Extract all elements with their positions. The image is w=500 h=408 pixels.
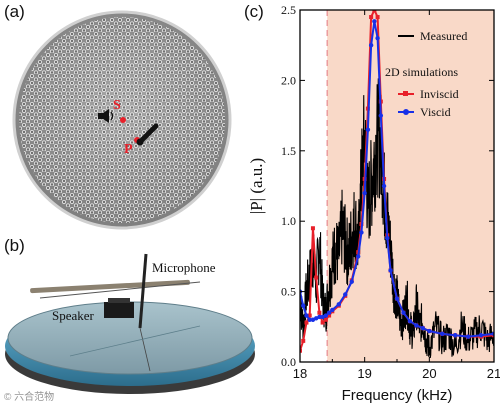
series-viscid-point xyxy=(453,333,458,338)
legend-inviscid-marker xyxy=(403,91,408,96)
y-tick-label: 1.0 xyxy=(281,214,296,228)
series-inviscid-point xyxy=(375,15,380,20)
x-tick-label: 21 xyxy=(487,366,500,381)
series-viscid-point xyxy=(330,307,335,313)
series-viscid-point xyxy=(307,317,312,322)
series-viscid-point xyxy=(427,328,432,334)
series-inviscid-point xyxy=(301,338,306,343)
series-viscid-point xyxy=(356,254,361,259)
x-tick-label: 19 xyxy=(357,366,371,381)
speaker-label: Speaker xyxy=(52,308,95,323)
shaded-region xyxy=(327,10,494,362)
series-inviscid-point xyxy=(300,348,302,353)
source-marker-dot xyxy=(120,117,126,123)
series-inviscid-point xyxy=(304,320,309,325)
series-viscid-point xyxy=(317,314,322,320)
series-viscid-point xyxy=(343,292,348,297)
frequency-response-chart: 18 19 20 21 0.0 0.5 1.0 1.5 2.0 2.5 Frequency (kHz… xyxy=(247,3,500,404)
series-viscid-point xyxy=(336,302,341,307)
series-viscid-point xyxy=(478,333,484,338)
series-viscid-point xyxy=(378,113,384,118)
series-viscid-point xyxy=(349,279,354,284)
series-inviscid-point xyxy=(310,226,315,231)
legend-measured-label: Measured xyxy=(420,29,467,43)
series-viscid-point xyxy=(362,190,367,196)
legend: Measured 2D simulations Inviscid Viscid xyxy=(385,29,467,119)
legend-inviscid-label: Inviscid xyxy=(420,87,459,101)
series-measured-line xyxy=(300,78,494,359)
series-viscid-point xyxy=(388,268,393,273)
series-viscid-point xyxy=(365,127,371,132)
series-inviscid-point xyxy=(372,10,377,12)
y-tick-label: 0.0 xyxy=(281,355,296,369)
y-tick-label: 0.5 xyxy=(281,285,296,299)
series-viscid-point xyxy=(414,323,419,328)
y-tick-label: 2.5 xyxy=(281,3,296,17)
series-inviscid-point xyxy=(317,310,322,315)
series-viscid-point xyxy=(465,334,471,339)
plot-series-group xyxy=(300,10,494,359)
series-viscid-point xyxy=(394,296,400,301)
legend-group-title: 2D simulations xyxy=(385,65,458,79)
photo-experimental-setup: Microphone Speaker xyxy=(0,246,262,408)
watermark-text: © 六合范物 xyxy=(4,392,55,403)
source-marker-label: S xyxy=(113,98,121,113)
series-viscid-point xyxy=(381,183,387,189)
series-viscid-point xyxy=(323,313,329,318)
legend-viscid-label: Viscid xyxy=(420,105,451,119)
microphone-label: Microphone xyxy=(152,260,216,275)
panel-label-b: (b) xyxy=(4,236,25,255)
x-tick-label: 18 xyxy=(293,366,307,381)
speaker-icon xyxy=(98,109,114,123)
series-inviscid-point xyxy=(327,313,332,318)
series-viscid-point xyxy=(407,318,413,324)
series-viscid-point xyxy=(304,313,309,318)
speaker-box xyxy=(104,302,134,318)
series-viscid-point xyxy=(401,310,406,315)
y-tick-label: 1.5 xyxy=(281,144,296,158)
panel-label-a: (a) xyxy=(4,2,25,21)
probe-marker-label: P xyxy=(124,142,133,157)
legend-viscid-marker xyxy=(403,109,409,115)
series-inviscid-point xyxy=(307,313,312,318)
y-axis-label: |P| (a.u.) xyxy=(247,158,266,214)
series-viscid-point xyxy=(385,235,390,241)
series-viscid-point xyxy=(372,19,377,24)
series-inviscid-point xyxy=(323,317,328,322)
microphone-rod xyxy=(138,253,148,329)
series-viscid-point xyxy=(440,331,445,337)
x-axis-label: Frequency (kHz) xyxy=(342,387,453,404)
x-tick-label: 20 xyxy=(422,366,436,381)
microphone-icon xyxy=(136,123,159,146)
series-viscid-point xyxy=(420,326,426,331)
series-viscid-point xyxy=(359,230,364,235)
series-viscid-point xyxy=(368,43,374,48)
photo-metamaterial-plate: S P xyxy=(6,4,238,236)
series-viscid-point xyxy=(375,35,380,41)
series-inviscid-point xyxy=(314,275,319,280)
y-tick-label: 2.0 xyxy=(281,73,296,87)
series-inviscid-point xyxy=(320,320,325,325)
series-viscid-point xyxy=(326,310,332,315)
series-viscid-point xyxy=(301,303,306,308)
series-inviscid-point xyxy=(369,15,374,20)
panel-label-c: (c) xyxy=(244,2,264,21)
